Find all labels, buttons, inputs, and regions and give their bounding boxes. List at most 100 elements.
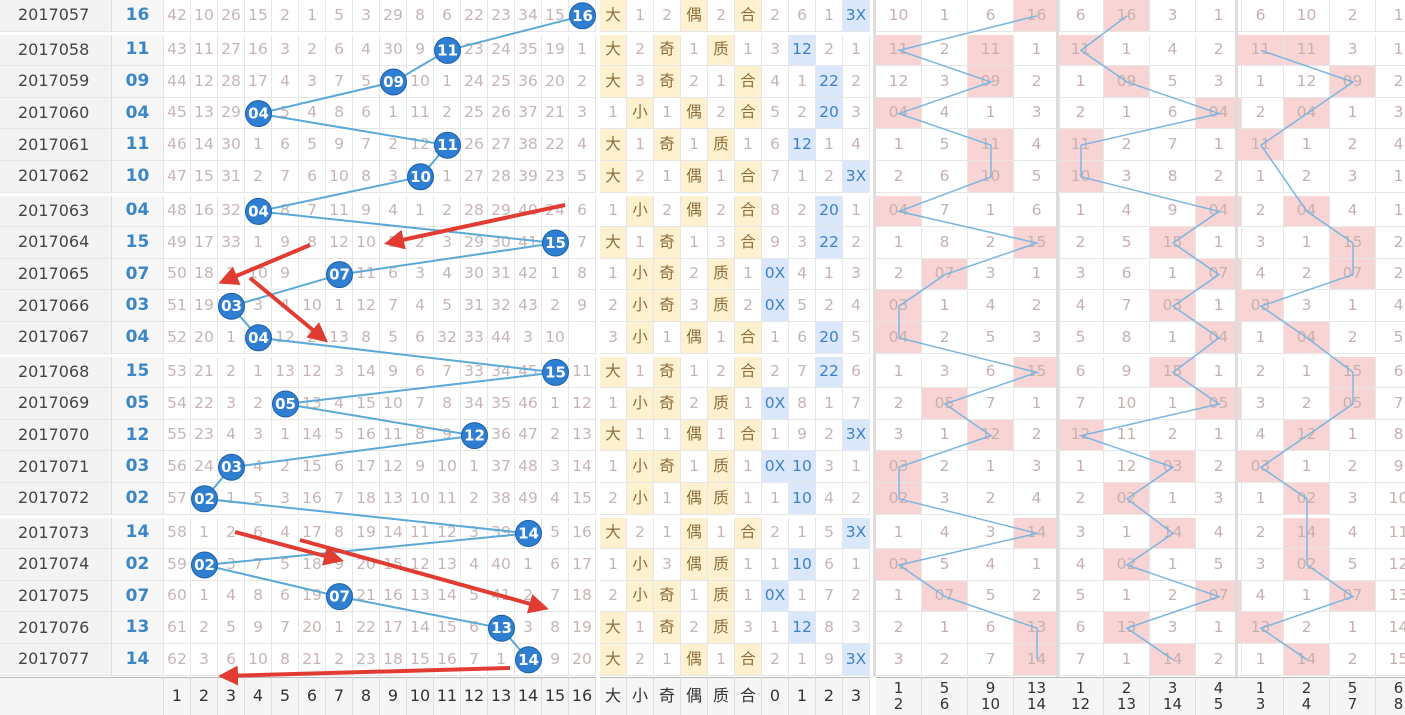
group-cell: 1 <box>1014 258 1060 291</box>
omission-cell: 37 <box>488 451 515 483</box>
omission-cell: 1 <box>515 549 542 581</box>
omission-cell: 17 <box>191 227 218 259</box>
winning-number-cell: 02 <box>112 549 164 581</box>
winning-ball: 02 <box>191 485 218 513</box>
omission-cell: 15 <box>542 0 569 32</box>
omission-cell: 1 <box>407 195 434 228</box>
omission-cell: 10 <box>434 451 461 483</box>
omission-cell: 3 <box>461 517 488 550</box>
omission-cell: 22 <box>353 612 380 644</box>
omission-cell: 6 <box>245 517 272 550</box>
winning-ball-label: 10 <box>410 168 431 186</box>
group-cell: 9 <box>1150 195 1196 228</box>
omission-cell: 2 <box>569 66 596 98</box>
omission-cell: 1 <box>542 258 569 291</box>
group-cell: 10 <box>1104 388 1150 420</box>
winning-ball-label: 04 <box>248 202 269 220</box>
omission-cell: 10 <box>299 290 326 322</box>
omission-cell: 4 <box>272 66 299 98</box>
attribute-cell: 1 <box>735 258 762 291</box>
omission-cell: 6 <box>380 258 407 291</box>
number-column-label: 1 <box>164 677 191 715</box>
attribute-cell: 2 <box>627 644 654 676</box>
group-cell: 8 <box>922 227 968 259</box>
attribute-cell: 12 <box>789 129 816 161</box>
omission-cell: 7 <box>461 644 488 676</box>
attribute-cell: 1 <box>681 34 708 67</box>
attribute-cell: 3 <box>816 451 843 483</box>
omission-cell: 5 <box>272 97 299 130</box>
attribute-cell: 偶 <box>681 517 708 550</box>
winning-ball: 11 <box>434 131 461 159</box>
omission-cell: 2 <box>218 356 245 389</box>
attribute-cell: 2 <box>816 161 843 193</box>
omission-cell: 10 <box>407 66 434 98</box>
group-cell: 3 <box>1376 98 1405 130</box>
winning-ball: 14 <box>515 646 542 674</box>
omission-cell: 1 <box>245 356 272 389</box>
omission-cell: 14 <box>569 451 596 483</box>
omission-cell: 34 <box>461 388 488 420</box>
omission-cell: 8 <box>353 161 380 193</box>
attribute-cell: 2 <box>816 34 843 67</box>
attribute-cell: 1 <box>654 161 681 193</box>
attribute-cell: 偶 <box>681 549 708 581</box>
group-cell: 2 <box>1376 227 1405 259</box>
omission-cell: 4 <box>353 34 380 67</box>
group-cell: 1 <box>1058 195 1104 228</box>
attribute-cell: 2 <box>789 195 816 228</box>
attribute-cell: 7 <box>789 356 816 389</box>
omission-cell: 52 <box>164 322 191 354</box>
attribute-cell: 1 <box>762 322 789 354</box>
omission-cell: 33 <box>218 227 245 259</box>
omission-cell: 2 <box>434 195 461 228</box>
winning-ball-label: 13 <box>491 619 512 637</box>
group-cell: 3 <box>1284 290 1330 322</box>
attribute-cell: 质 <box>708 580 735 613</box>
issue-cell: 2017064 <box>0 227 112 259</box>
number-column-label: 5 <box>272 677 299 715</box>
attribute-cell: 偶 <box>681 195 708 228</box>
attribute-cell: 合 <box>735 356 762 389</box>
winning-ball-label: 03 <box>221 297 242 315</box>
omission-cell: 3 <box>569 97 596 130</box>
attribute-cell: 9 <box>789 419 816 452</box>
group-cell: 1 <box>1284 129 1330 161</box>
group-cell: 4 <box>968 549 1014 581</box>
group-cell: 1 <box>1238 644 1284 676</box>
attribute-cell: 合 <box>735 66 762 98</box>
omission-cell: 5 <box>434 290 461 322</box>
winning-number-cell: 13 <box>112 612 164 644</box>
winning-number-cell: 07 <box>112 258 164 291</box>
group-column-label: 2 13 <box>1104 677 1150 715</box>
annotation-arrow <box>384 203 566 250</box>
attribute-cell: 1 <box>600 451 627 483</box>
attribute-cell: 合 <box>735 161 762 193</box>
group-cell: 2 <box>1376 66 1405 98</box>
annotation-arrow <box>218 243 311 286</box>
attribute-cell: 1 <box>600 195 627 228</box>
omission-cell: 31 <box>461 290 488 322</box>
omission-cell: 1 <box>569 34 596 67</box>
attribute-cell: 3X <box>843 0 870 32</box>
group-cell: 12 <box>1376 549 1405 581</box>
group-column-label: 1 12 <box>1058 677 1104 715</box>
omission-cell: 15 <box>353 388 380 420</box>
attribute-cell: 1 <box>627 227 654 259</box>
group-cell: 1 <box>1376 35 1405 67</box>
group-cell: 09 <box>1104 66 1150 98</box>
omission-cell: 7 <box>380 290 407 322</box>
group-cell: 10 <box>1284 0 1330 32</box>
number-column-label: 2 <box>191 677 218 715</box>
omission-cell: 8 <box>353 322 380 354</box>
attribute-column-label: 1 <box>789 677 816 715</box>
omission-cell: 17 <box>299 517 326 550</box>
attribute-cell: 大 <box>600 227 627 259</box>
winning-ball: 04 <box>245 324 272 352</box>
omission-cell: 3 <box>515 612 542 644</box>
omission-cell: 35 <box>515 34 542 67</box>
number-column-label: 13 <box>488 677 515 715</box>
omission-cell: 15 <box>569 483 596 515</box>
omission-cell: 32 <box>218 195 245 228</box>
attribute-cell: 1 <box>735 129 762 161</box>
